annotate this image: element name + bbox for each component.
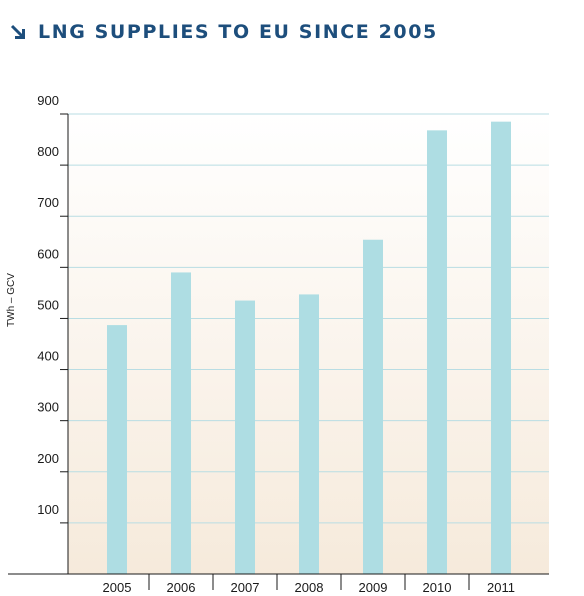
x-tick-label: 2005 [103, 580, 132, 595]
y-tick-label: 300 [37, 400, 59, 415]
y-tick-label: 500 [37, 297, 59, 312]
y-axis-label: TWh – GCV [6, 273, 17, 327]
x-tick-label: 2008 [295, 580, 324, 595]
bar-2010 [427, 130, 447, 574]
bar-2007 [235, 300, 255, 574]
y-tick-label: 100 [37, 502, 59, 517]
y-tick-label: 600 [37, 246, 59, 261]
x-tick-label: 2009 [359, 580, 388, 595]
x-tick-label: 2006 [167, 580, 196, 595]
bars [107, 121, 511, 575]
bar-2008 [299, 294, 319, 574]
chart-title: LNG SUPPLIES TO EU SINCE 2005 [38, 21, 438, 43]
arrow-down-right-icon [10, 24, 25, 39]
bar-2009 [363, 239, 383, 574]
bar-2011 [491, 121, 511, 575]
y-tick-label: 400 [37, 349, 59, 364]
y-tick-label: 800 [37, 144, 59, 159]
x-tick-labels: 2005 2006 2007 2008 2009 2010 2011 [103, 580, 515, 595]
x-tick-label: 2007 [231, 580, 260, 595]
y-tick-labels: 100 200 300 400 500 600 700 800 900 [37, 93, 59, 517]
chart-header: LNG SUPPLIES TO EU SINCE 2005 [8, 18, 438, 46]
axes [8, 113, 549, 590]
bar-2006 [171, 272, 191, 574]
y-tick-label: 200 [37, 451, 59, 466]
y-tick-label: 700 [37, 195, 59, 210]
x-tick-label: 2010 [423, 580, 452, 595]
y-tick-label: 900 [37, 93, 59, 108]
bar-2005 [107, 325, 127, 574]
x-tick-label: 2011 [487, 580, 515, 595]
